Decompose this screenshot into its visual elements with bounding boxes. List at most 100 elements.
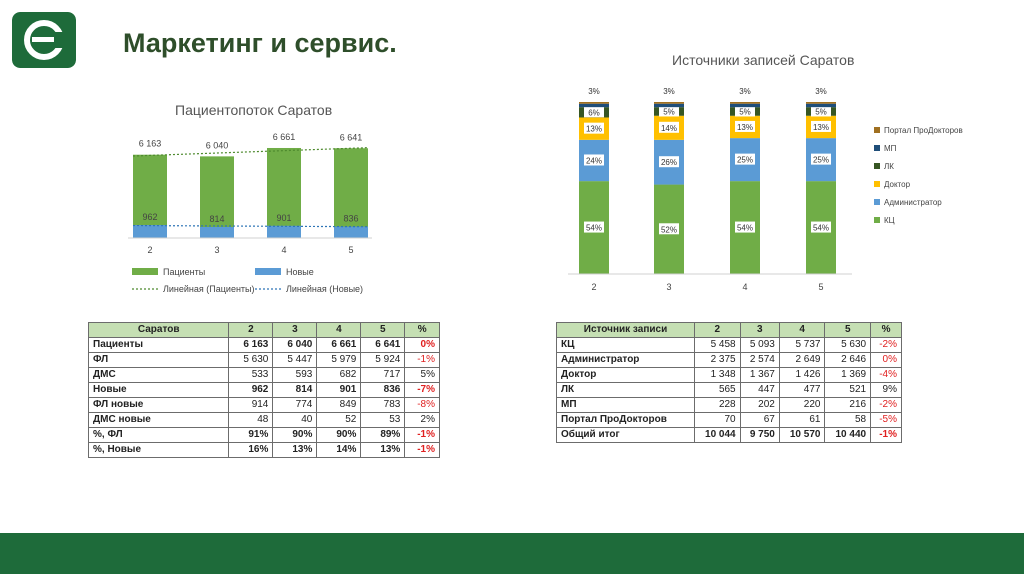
table-row: %, Новые 16% 13% 14% 13% -1%	[87, 442, 440, 458]
cell-value: 783	[360, 397, 406, 413]
top-label-2: 3%	[588, 87, 600, 96]
cell-value: 6 661	[316, 337, 362, 353]
table-row: Доктор 1 348 1 367 1 426 1 369 -4%	[556, 367, 902, 383]
cell-value: 814	[272, 382, 318, 398]
row-label: ДМС	[87, 367, 230, 383]
cell-value: 477	[778, 382, 826, 398]
cell-value: 593	[272, 367, 318, 383]
label-new-4: 901	[276, 213, 291, 223]
legend-label-trend-patients: Линейная (Пациенты)	[163, 284, 255, 294]
label-bg-3-4	[735, 105, 755, 117]
col-header: 2	[228, 322, 274, 338]
cell-value: 521	[824, 382, 872, 398]
cell-percent: -5%	[870, 412, 902, 428]
cell-value: 2 649	[778, 352, 826, 368]
cell-value: 9 750	[739, 427, 780, 443]
label-0-4: 54%	[737, 224, 753, 233]
label-bg-3-5	[811, 105, 831, 117]
cell-value: 901	[316, 382, 362, 398]
cell-value: 2 574	[739, 352, 780, 368]
chart1-title: Пациентопоток Саратов	[175, 102, 333, 118]
cell-value: 202	[739, 397, 780, 413]
label-bg-0-3	[659, 223, 679, 235]
col-header: %	[404, 322, 440, 338]
cell-percent: -1%	[404, 442, 440, 458]
cell-value: 58	[824, 412, 872, 428]
label-bg-0-4	[735, 221, 755, 233]
table-row: Общий итог 10 044 9 750 10 570 10 440 -1%	[556, 427, 902, 443]
cell-percent: -8%	[404, 397, 440, 413]
segment-5-5	[806, 102, 836, 104]
cell-value: 67	[739, 412, 780, 428]
x-tick-2: 2	[147, 245, 152, 255]
label-bg-2-2	[584, 122, 604, 134]
cell-value: 90%	[316, 427, 362, 443]
label-bg-2-4	[735, 120, 755, 132]
legend-swatch-1	[874, 145, 880, 151]
table-row: КЦ 5 458 5 093 5 737 5 630 -2%	[556, 337, 902, 353]
table-row: ФЛ 5 630 5 447 5 979 5 924 -1%	[87, 352, 440, 368]
col-header: 2	[694, 322, 741, 338]
segment-5-2	[579, 102, 609, 104]
cell-percent: -1%	[404, 352, 440, 368]
cell-value: 10 440	[824, 427, 872, 443]
x-tick-5: 5	[348, 245, 353, 255]
label-new-2: 962	[142, 212, 157, 222]
label-2-5: 13%	[813, 123, 829, 132]
col-header: 3	[272, 322, 318, 338]
cell-percent: 0%	[404, 337, 440, 353]
cell-percent: -7%	[404, 382, 440, 398]
cell-percent: 0%	[870, 352, 902, 368]
label-new-3: 814	[209, 214, 224, 224]
top-label-3: 3%	[663, 87, 675, 96]
cell-value: 61	[778, 412, 826, 428]
label-bg-3-3	[659, 105, 679, 117]
cell-value: 5 630	[824, 337, 872, 353]
segment-4-4	[730, 103, 760, 108]
slide-title: Маркетинг и сервис.	[123, 28, 397, 58]
sources-table: Источник записи 2 3 4 5% КЦ 5 458 5 093 5 737 5 …	[556, 322, 902, 443]
cell-value: 447	[739, 382, 780, 398]
label-patients-2: 6 163	[139, 139, 162, 149]
label-new-5: 836	[343, 214, 358, 224]
cell-value: 14%	[316, 442, 362, 458]
row-label: ФЛ	[87, 352, 230, 368]
cell-value: 6 641	[360, 337, 406, 353]
label-bg-2-5	[811, 120, 831, 132]
trendline-new	[132, 224, 369, 228]
x-tick-5: 5	[818, 282, 823, 292]
top-label-5: 3%	[815, 87, 827, 96]
cell-value: 774	[272, 397, 318, 413]
cell-value: 52	[316, 412, 362, 428]
cell-value: 1 367	[739, 367, 780, 383]
row-label: %, ФЛ	[87, 427, 230, 443]
x-tick-3: 3	[666, 282, 671, 292]
col-header: 3	[739, 322, 780, 338]
segment-5-3	[654, 102, 684, 104]
legend-swatch-5	[874, 217, 880, 223]
row-label: Администратор	[556, 352, 695, 368]
label-patients-4: 6 661	[273, 132, 296, 142]
table-row: %, ФЛ 91% 90% 90% 89% -1%	[87, 427, 440, 443]
col-header: 5	[360, 322, 406, 338]
cell-value: 5 737	[778, 337, 826, 353]
cell-value: 228	[694, 397, 741, 413]
trendline-patients	[132, 147, 369, 157]
legend-swatch-new	[255, 268, 281, 275]
top-label-4: 3%	[739, 87, 751, 96]
col-header: 5	[824, 322, 872, 338]
col-header: %	[870, 322, 902, 338]
row-label: ФЛ новые	[87, 397, 230, 413]
table-row: ФЛ новые 914 774 849 783 -8%	[87, 397, 440, 413]
booking-sources-chart: 54% 24% 13% 6% 3% 2 52% 26% 14% 5% 3% 3 54% 25% 13% 5% 3…	[568, 87, 963, 292]
cell-value: 2 375	[694, 352, 741, 368]
cell-value: 5 093	[739, 337, 780, 353]
patient-flow-chart: 6 163 962 2 6 040 814 3 6 661 901 4 6 641 836 5 Паци…	[128, 132, 372, 294]
cell-value: 565	[694, 382, 741, 398]
cell-value: 13%	[360, 442, 406, 458]
table-row: Администратор 2 375 2 574 2 649 2 646 0%	[556, 352, 902, 368]
cell-value: 220	[778, 397, 826, 413]
label-3-3: 5%	[663, 107, 675, 116]
cell-percent: -1%	[870, 427, 902, 443]
label-patients-5: 6 641	[340, 132, 363, 142]
